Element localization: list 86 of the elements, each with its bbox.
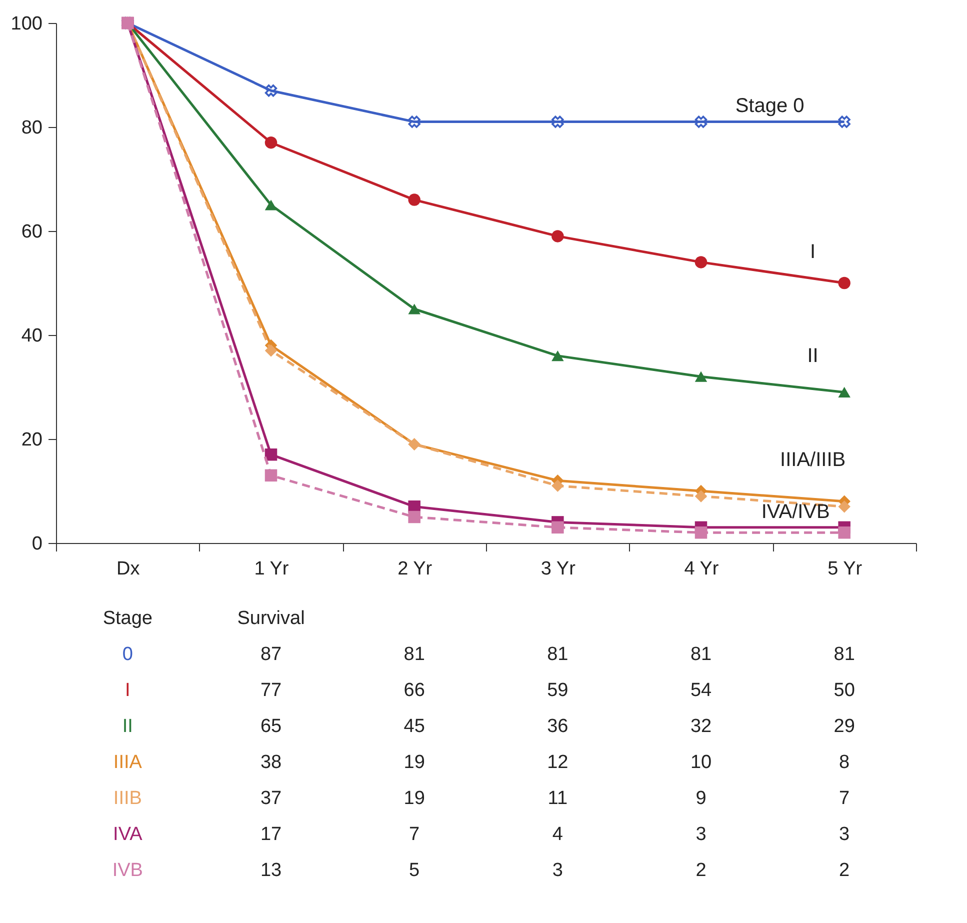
data-label: 54	[690, 680, 712, 701]
point	[694, 526, 708, 539]
x-tick-label: Dx	[116, 558, 140, 580]
data-label: 81	[547, 644, 568, 665]
y-tick-label: 100	[10, 14, 42, 34]
annotation: IVA/IVB	[761, 500, 830, 523]
text: IIIA	[113, 752, 142, 773]
point	[264, 84, 278, 97]
data-label: 38	[260, 752, 282, 773]
data-label: 3	[839, 824, 850, 845]
data-label: 11	[548, 788, 568, 809]
data-label: 7	[409, 824, 420, 845]
y-tick-label: 60	[21, 222, 42, 242]
data-label: 45	[404, 716, 425, 737]
data-label: 8	[839, 752, 850, 773]
point	[408, 116, 420, 128]
point	[552, 116, 564, 128]
data-label: 2	[696, 860, 706, 881]
data-label: 65	[260, 716, 282, 737]
x-tick-label: 3 Yr	[540, 558, 576, 580]
point	[838, 276, 850, 290]
data-label: 59	[547, 680, 568, 701]
data-label: 81	[404, 644, 425, 665]
data-label: 81	[834, 644, 855, 665]
x-tick-label: 4 Yr	[684, 558, 720, 580]
point	[552, 230, 564, 242]
point	[694, 490, 708, 502]
point	[264, 200, 278, 210]
data-label: 87	[260, 644, 282, 665]
point	[552, 521, 564, 534]
data-label: 7	[839, 788, 850, 809]
data-label: 29	[834, 716, 855, 737]
point	[264, 344, 278, 357]
text: II	[122, 716, 133, 737]
text: IIIB	[113, 788, 142, 809]
point	[264, 136, 278, 149]
data-label: 32	[690, 716, 712, 737]
data-label: 3	[696, 824, 706, 845]
point	[408, 304, 420, 314]
data-label: 66	[404, 680, 425, 701]
point	[838, 386, 850, 398]
data-label: 17	[260, 824, 282, 845]
text: I	[125, 680, 130, 701]
point	[694, 371, 708, 382]
data-label: 37	[260, 788, 282, 809]
data-label: 2	[839, 860, 850, 881]
data-label: 77	[260, 680, 282, 701]
point	[694, 116, 708, 128]
text: IVB	[112, 860, 143, 881]
data-label: 3	[552, 860, 563, 881]
data-label: 19	[404, 788, 425, 809]
data-label: 36	[547, 716, 568, 737]
text: Stage	[102, 608, 152, 629]
annotation: II	[807, 344, 818, 367]
y-tick-label: 40	[21, 326, 42, 346]
point	[408, 510, 420, 524]
data-label: 12	[547, 752, 568, 773]
point	[552, 350, 564, 362]
data-label: 50	[834, 680, 855, 701]
text: 0	[122, 644, 133, 665]
data-label: 9	[696, 788, 706, 809]
text: IVA	[113, 824, 143, 845]
point	[838, 116, 850, 128]
x-tick-label: 5 Yr	[828, 558, 863, 580]
y-tick-label: 20	[21, 430, 42, 450]
point	[838, 526, 850, 539]
data-label: 13	[260, 860, 282, 881]
y-tick-label: 0	[32, 534, 42, 554]
point	[552, 480, 564, 492]
annotation: Stage 0	[735, 95, 804, 118]
point	[408, 194, 420, 206]
data-label: 81	[690, 644, 712, 665]
annotation: I	[810, 240, 816, 263]
text: Survival	[237, 608, 305, 629]
point	[264, 469, 278, 482]
data-label: 4	[552, 824, 564, 845]
data-label: 10	[690, 752, 712, 773]
data-label: 5	[409, 860, 420, 881]
x-tick-label: 2 Yr	[398, 558, 433, 580]
annotation: IIIA/IIIB	[780, 448, 846, 471]
point	[694, 256, 708, 268]
x-tick-label: 1 Yr	[254, 558, 290, 580]
y-tick-label: 80	[21, 118, 42, 138]
data-label: 19	[404, 752, 425, 773]
point	[264, 448, 278, 461]
point	[838, 500, 850, 513]
